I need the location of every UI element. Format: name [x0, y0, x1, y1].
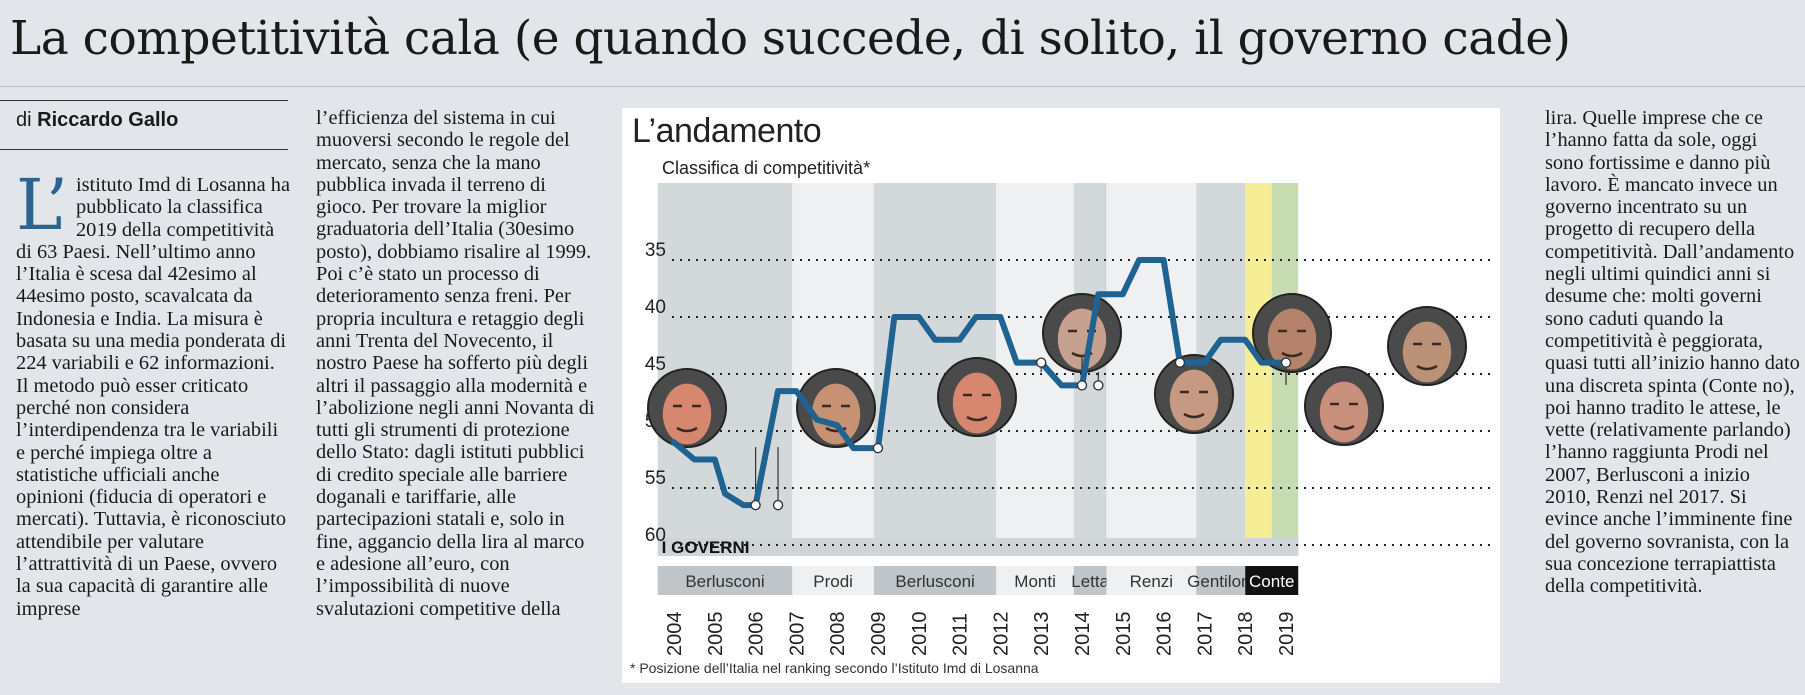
governments-label: I GOVERNI: [662, 538, 750, 557]
portrait-features: [1278, 329, 1306, 358]
article-text-1: istituto Imd di Losanna ha pubblicato la…: [16, 174, 291, 620]
renzi-portrait-icon: [1252, 293, 1332, 373]
data-point-marker: [1036, 357, 1047, 368]
portrait-features: [673, 404, 701, 433]
byline-box: di Riccardo Gallo: [0, 100, 288, 150]
data-point-marker: [772, 499, 784, 511]
portrait-features: [822, 404, 850, 433]
government-strip-cell: [1196, 566, 1246, 595]
x-tick-label: 2007: [786, 612, 808, 657]
government-strip-cell: [996, 566, 1074, 595]
article-column-3: lira. Quelle imprese che ce l’hanno fatt…: [1545, 107, 1800, 598]
chart-ylabel: Classifica di competitività*: [662, 158, 871, 178]
government-strip-cell: [1245, 566, 1299, 595]
portrait-face: [811, 383, 861, 445]
government-name-label: Monti: [1014, 572, 1056, 591]
portrait-features: [963, 393, 991, 422]
government-strip-cell: [1106, 566, 1197, 595]
government-strip-cell: [792, 566, 874, 595]
berlusconi-portrait-icon: [937, 357, 1017, 437]
data-point-marker: [750, 499, 761, 511]
y-tick-label: 60: [645, 525, 666, 546]
government-name-label: Conte: [1249, 572, 1294, 591]
government-name-label: Gentiloni: [1187, 572, 1254, 591]
data-point-marker: [872, 442, 884, 454]
x-tick-label: 2004: [664, 612, 686, 657]
governments-label-strip: [657, 538, 1299, 556]
ranking-line: [671, 257, 1289, 509]
portrait-face: [662, 383, 712, 445]
y-tick-label: 35: [645, 240, 666, 261]
article-column-2: l’efficienza del sistema in cui muoversi…: [316, 107, 595, 620]
chart-box: I GOVERNI354045505560BerlusconiProdiBerl…: [622, 108, 1500, 683]
y-tick-label: 45: [645, 354, 666, 375]
data-point-marker: [1093, 380, 1104, 391]
data-point-marker: [1076, 380, 1088, 391]
x-tick-label: 2012: [990, 612, 1012, 657]
headline: La competitività cala (e quando succede,…: [10, 11, 1571, 66]
data-point-marker: [1280, 357, 1292, 368]
letta-portrait-icon: [1154, 354, 1234, 434]
portrait-face: [1267, 308, 1317, 370]
portrait-features: [1413, 342, 1441, 371]
government-name-label: Prodi: [813, 572, 853, 591]
government-strip-cell: [657, 566, 793, 595]
portrait-features: [1180, 390, 1208, 419]
government-name-label: Renzi: [1130, 572, 1173, 591]
conte-portrait-icon: [1387, 306, 1467, 386]
government-name-label: Berlusconi: [895, 572, 974, 591]
chart-footnote: * Posizione dell’Italia nel ranking seco…: [630, 660, 1039, 676]
x-tick-label: 2014: [1072, 612, 1094, 657]
dropcap: L’: [16, 164, 68, 246]
government-band: [996, 183, 1074, 556]
prodi-portrait-icon: [796, 368, 876, 448]
y-tick-label: 40: [645, 297, 666, 318]
gentiloni-portrait-icon: [1304, 366, 1384, 446]
byline: di Riccardo Gallo: [16, 109, 178, 132]
chart-title: L’andamento: [632, 112, 822, 150]
data-point-marker: [1174, 357, 1186, 368]
berlusconi-portrait-icon: [647, 368, 727, 448]
x-tick-label: 2011: [950, 613, 972, 656]
government-strip-cell: [873, 566, 997, 595]
portrait-features: [1330, 402, 1358, 431]
portrait-face: [1319, 381, 1369, 443]
government-strip-cell: [1073, 566, 1107, 595]
x-tick-label: 2009: [868, 612, 890, 657]
portrait-face: [1402, 321, 1452, 383]
x-tick-label: 2006: [746, 612, 768, 657]
x-tick-label: 2015: [1113, 612, 1135, 657]
byline-prefix: di: [16, 109, 32, 131]
x-tick-label: 2008: [827, 612, 849, 657]
y-tick-label: 55: [645, 468, 666, 489]
government-band: [1245, 183, 1272, 556]
x-tick-label: 2018: [1235, 612, 1257, 657]
x-tick-label: 2013: [1031, 612, 1053, 657]
x-tick-label: 2017: [1194, 612, 1216, 657]
x-tick-label: 2005: [705, 612, 727, 657]
x-tick-label: 2019: [1276, 612, 1298, 657]
portrait-face: [1169, 369, 1219, 431]
government-name-label: Berlusconi: [685, 572, 764, 591]
byline-author: Riccardo Gallo: [37, 109, 179, 131]
chart-svg: I GOVERNI354045505560BerlusconiProdiBerl…: [645, 183, 1494, 657]
article-column-1: L’ istituto Imd di Losanna ha pubblicato…: [16, 164, 292, 620]
government-name-label: Letta: [1071, 572, 1109, 591]
x-tick-label: 2016: [1154, 612, 1176, 657]
portrait-face: [952, 372, 1002, 434]
x-tick-label: 2010: [909, 612, 931, 657]
top-divider: [0, 86, 1805, 87]
